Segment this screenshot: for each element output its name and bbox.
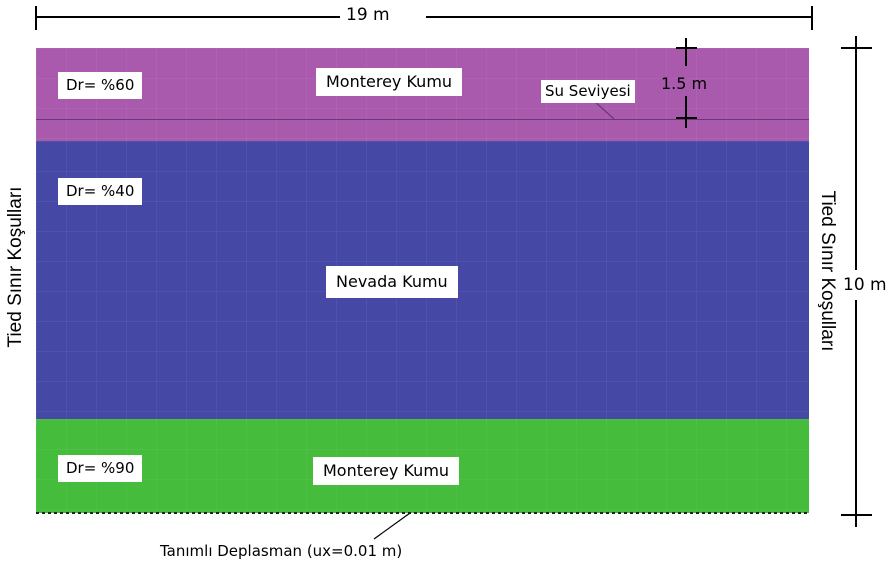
water-depth-label: 1.5 m (661, 74, 708, 93)
water-level-label: Su Seviyesi (541, 80, 635, 103)
width-label: 19 m (346, 5, 390, 25)
top-layer-material: Monterey Kumu (316, 68, 463, 96)
layer-middle-nevada (36, 141, 809, 419)
bottom-layer-material: Monterey Kumu (313, 457, 460, 485)
base-condition-label: Tanımlı Deplasman (ux=0.01 m) (160, 542, 403, 560)
right-boundary-label: Tied Sınır Koşulları (817, 190, 838, 352)
bottom-layer-dr: Dr= %90 (58, 455, 143, 482)
water-level-line (36, 119, 809, 120)
middle-layer-dr: Dr= %40 (58, 178, 143, 205)
height-label: 10 m (843, 275, 887, 295)
middle-layer-material: Nevada Kumu (326, 266, 458, 298)
left-boundary-label: Tied Sınır Koşulları (5, 186, 26, 348)
base-condition-leader (373, 512, 411, 540)
water-level-leader (592, 99, 615, 120)
top-layer-dr: Dr= %60 (58, 72, 143, 99)
